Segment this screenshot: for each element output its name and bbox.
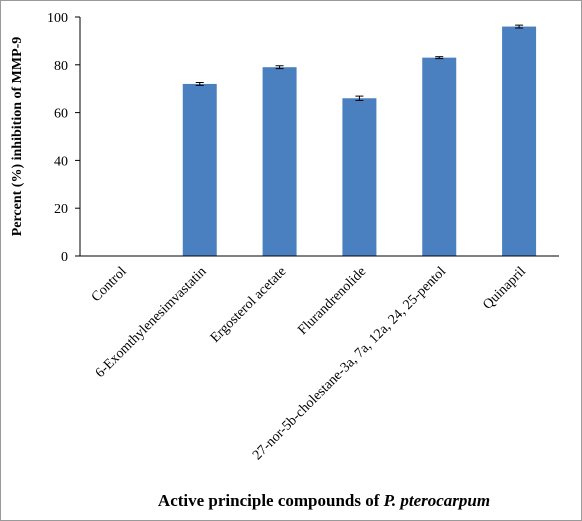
y-axis-label: Percent (%) inhibition of MMP-9 <box>10 37 25 237</box>
bar <box>262 67 297 256</box>
bar <box>182 83 217 256</box>
error-bars <box>195 24 524 101</box>
x-category-label: Flurandrenolide <box>295 264 369 338</box>
bars <box>182 26 537 257</box>
y-tick-label: 100 <box>47 11 68 26</box>
bar <box>342 98 377 256</box>
x-category-label: Quinapril <box>480 264 529 313</box>
x-category-label: Ergosterol acetate <box>208 264 290 346</box>
x-category-label: Control <box>89 264 130 305</box>
y-tick-label: 60 <box>54 107 68 122</box>
x-axis-label-species: P. pterocarpum <box>383 491 490 510</box>
y-tick-label: 40 <box>54 154 68 169</box>
bar <box>502 26 537 257</box>
x-axis-label-main: Active principle compounds of <box>158 491 384 510</box>
y-tick-label: 20 <box>54 202 68 217</box>
x-axis-category-labels: Control6-ExomthylenesimvastatinErgostero… <box>89 264 529 463</box>
x-axis-label: Active principle compounds of P. pteroca… <box>158 491 490 510</box>
y-tick-label: 0 <box>61 250 68 265</box>
bar <box>422 57 457 256</box>
y-axis-ticks: 0 20 40 60 80 100 <box>47 11 80 265</box>
y-tick-label: 80 <box>54 59 68 74</box>
